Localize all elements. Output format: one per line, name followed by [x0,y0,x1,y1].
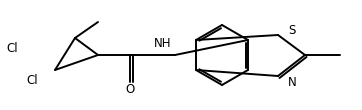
Text: Cl: Cl [7,41,18,54]
Text: N: N [288,75,296,89]
Text: O: O [125,82,135,95]
Text: NH: NH [154,37,172,50]
Text: Cl: Cl [26,73,38,86]
Text: S: S [288,24,296,37]
